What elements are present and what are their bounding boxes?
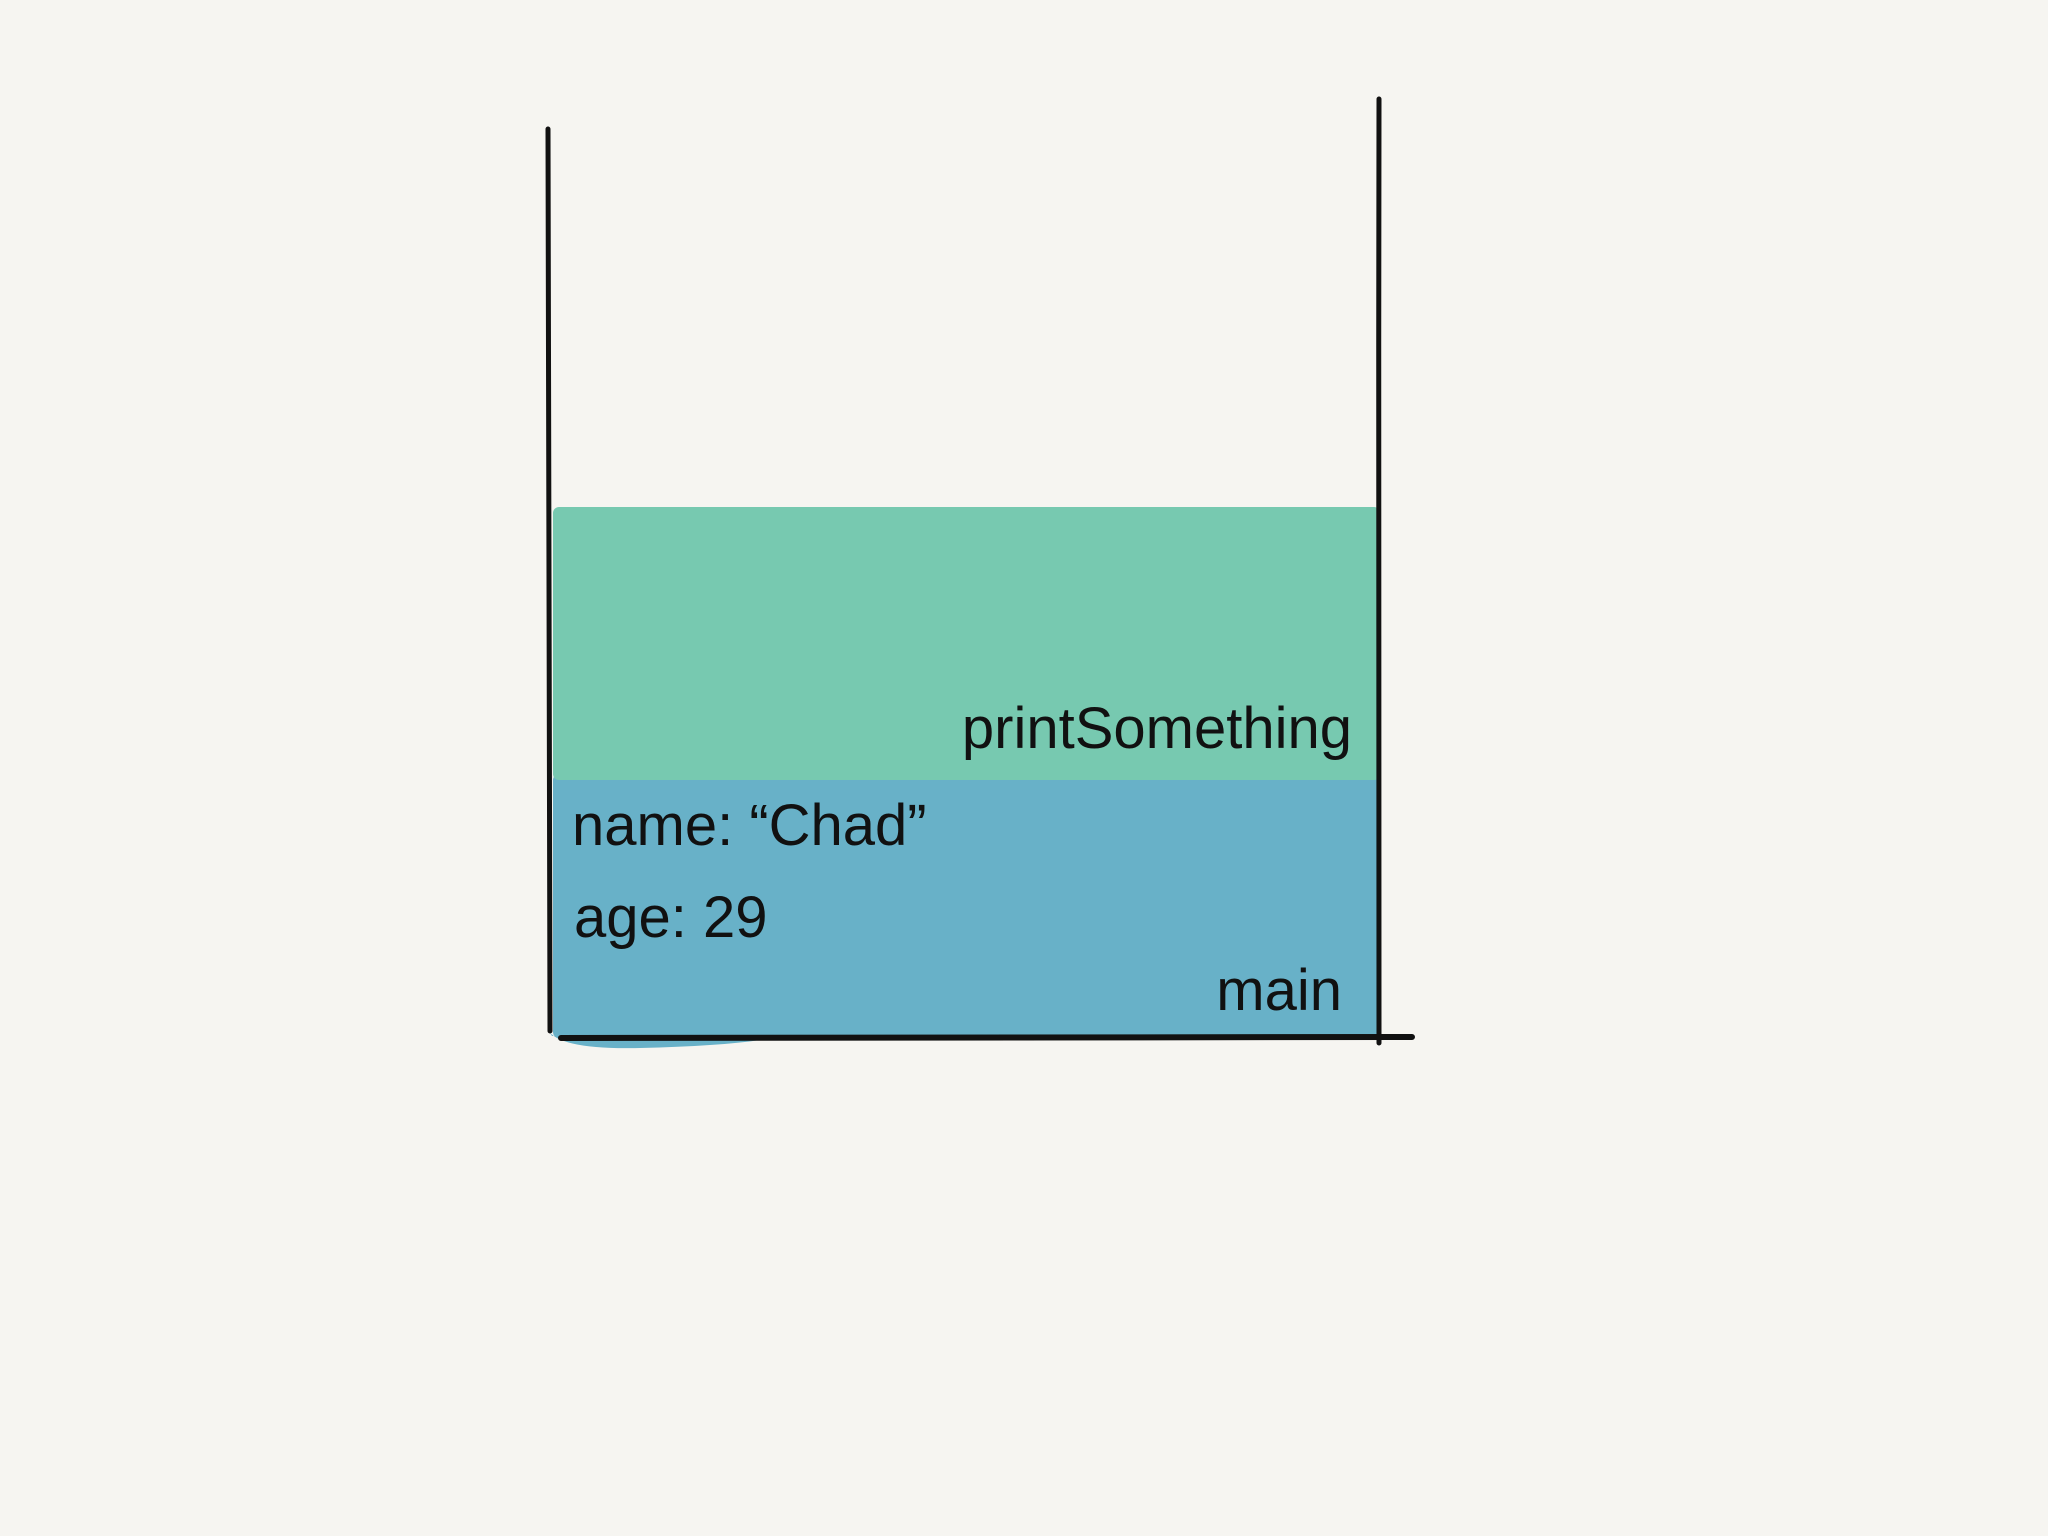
main-variable-name: name: “Chad”: [572, 793, 927, 858]
stack-right-wall: [1375, 96, 1382, 1046]
main-variable-age: age: 29: [574, 885, 768, 950]
printsomething-frame-block: [553, 507, 1380, 780]
stack-left-wall: [545, 126, 553, 1034]
main-frame-title: main: [1216, 958, 1342, 1023]
printsomething-frame-title: printSomething: [961, 696, 1352, 761]
main-frame-block: [553, 774, 1380, 1038]
stack-bottom: [558, 1034, 1415, 1042]
